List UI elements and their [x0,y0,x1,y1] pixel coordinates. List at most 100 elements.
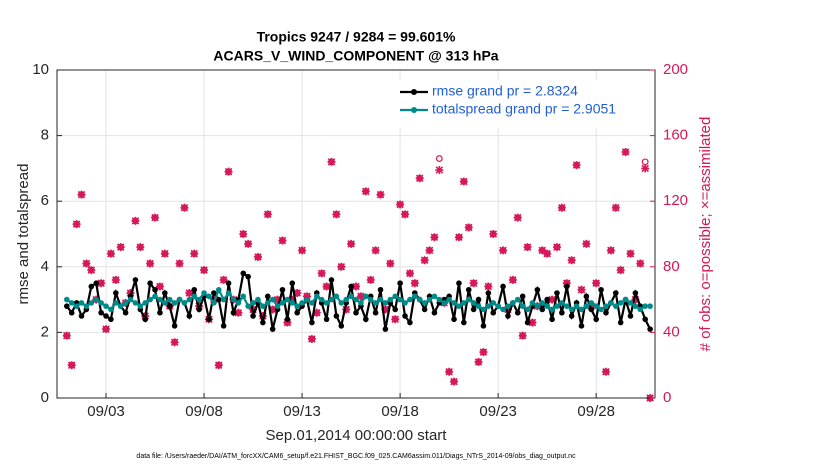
series-point [387,296,394,303]
series-point [186,313,193,319]
series-point [108,306,114,313]
series-point [407,296,413,303]
series-point [240,293,247,300]
series-point [461,300,467,306]
obs-assimilated [190,249,199,258]
series-point [539,300,546,306]
series-point [264,300,271,306]
obs-assimilated [562,279,571,288]
series-point [235,300,242,306]
series-point [578,323,585,329]
obs-assimilated [72,220,81,229]
series-point [269,326,276,332]
obs-assimilated [577,285,586,294]
obs-assimilated [317,269,326,278]
series-point [647,326,653,332]
obs-assimilated [415,174,424,183]
chart-subtitle: ACARS_V_WIND_COMPONENT @ 313 hPa [213,48,498,64]
series-point [348,283,354,290]
series-point [632,290,639,296]
series-point [392,306,399,313]
series-point [559,300,565,306]
series-point [313,293,320,300]
series-point [78,300,85,306]
series-point [122,300,129,306]
obs-assimilated [484,282,493,291]
series-point [524,306,531,313]
series-point [490,300,497,306]
obs-assimilated [381,305,390,314]
obs-assimilated [268,305,277,314]
series-point [568,306,575,313]
series-point [338,300,345,306]
obs-assimilated [557,203,566,212]
obs-assimilated [352,282,360,291]
y2-tick-label: 40 [663,323,680,340]
series-point [309,319,315,326]
obs-assimilated [97,279,106,288]
series-point [176,296,183,303]
series-point [98,300,104,306]
series-point [510,300,516,306]
obs-assimilated [518,331,527,340]
series-point [505,303,511,309]
obs-assimilated [410,279,419,288]
obs-assimilated [312,308,321,317]
obs-assimilated [278,236,287,245]
series-point [191,286,198,293]
obs-assimilated [151,213,160,222]
obs-assimilated [239,230,248,238]
obs-assimilated [391,315,400,324]
obs-assimilated [136,243,145,252]
x-tick-label: 09/08 [185,403,223,420]
x-tick-label: 09/18 [381,403,419,420]
series-point [627,300,634,306]
series-point [64,303,70,309]
series-point [103,313,109,319]
obs-assimilated [508,275,517,284]
series-point [500,283,506,290]
series-point [632,303,639,309]
series-point [426,296,433,303]
series-point [122,309,129,316]
series-point [220,323,227,329]
series-point [309,300,315,306]
series-point [142,300,149,306]
series-point [544,303,550,309]
obs-assimilated [396,200,405,209]
series-point [563,283,570,290]
series-point [475,296,482,303]
series-point [573,303,580,309]
series-point [382,300,389,306]
obs-assimilated [366,275,375,284]
obs-assimilated [82,259,91,268]
series-point [348,293,354,300]
series-point [446,296,452,303]
series-point [113,290,119,296]
series-point [132,277,139,283]
x-tick-label: 09/28 [577,403,615,420]
obs-assimilated [170,338,179,347]
series-point [500,306,506,313]
axes-box [56,69,656,399]
obs-assimilated [552,243,561,252]
series-point [372,300,379,306]
obs-assimilated [616,266,625,275]
series-point [269,296,276,303]
obs-assimilated [479,348,488,357]
series-point [162,290,168,296]
series-point [407,319,413,326]
series-point [211,300,217,306]
series-point [544,296,550,303]
obs-assimilated [342,305,351,314]
y-tick-label: 10 [32,61,49,78]
series-point [108,316,114,323]
series-point [98,309,104,316]
series-point [416,296,423,303]
obs-assimilated [263,210,272,219]
obs-assimilated [302,292,311,301]
series-point [88,283,95,290]
series-point [245,273,251,280]
series-point [549,306,555,313]
obs-assimilated [87,266,96,275]
